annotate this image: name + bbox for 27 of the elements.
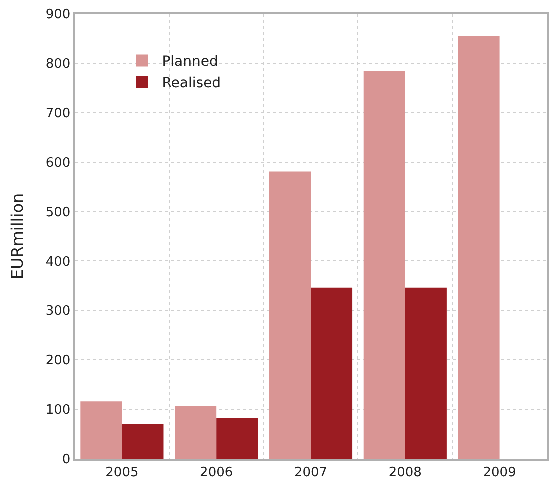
legend-label: Planned: [162, 54, 218, 70]
y-tick-label: 100: [46, 403, 71, 418]
y-tick-label: 900: [46, 8, 71, 23]
bar: [458, 36, 500, 459]
x-tick-label: 2006: [200, 465, 234, 480]
y-tick-label: 200: [46, 354, 71, 369]
bar: [269, 172, 311, 459]
y-tick-label: 500: [46, 205, 71, 220]
y-tick-label: 400: [46, 254, 71, 270]
bar: [122, 424, 164, 459]
bar: [80, 402, 122, 459]
x-tick-label: 2007: [294, 465, 328, 480]
y-tick-label: 800: [46, 56, 71, 72]
y-axis-title: EURmillion: [8, 193, 28, 280]
bar: [175, 406, 217, 459]
legend-label: Realised: [162, 75, 222, 92]
y-tick-label: 300: [46, 304, 71, 320]
x-tick-label: 2009: [483, 465, 516, 480]
x-tick-label: 2005: [106, 465, 139, 480]
x-tick-label: 2008: [388, 465, 422, 480]
bar: [364, 71, 406, 459]
y-tick-label: 0: [62, 452, 71, 468]
y-tick-label: 600: [46, 156, 71, 171]
y-tick-label: 700: [46, 106, 71, 122]
bar: [216, 418, 258, 459]
bar: [311, 288, 353, 459]
bar: [405, 288, 447, 459]
